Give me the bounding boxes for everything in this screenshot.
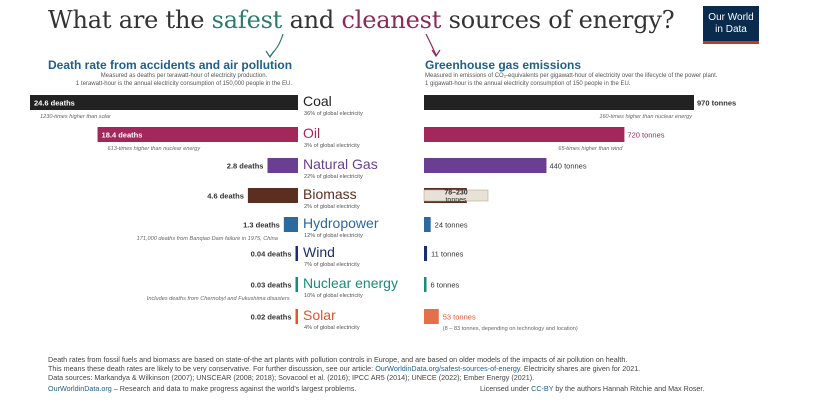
footer-notes: Death rates from fossil fuels and biomas… [48,355,640,382]
footer-line2a: This means these death rates are likely … [48,364,376,373]
death-rate-subtitle: Measured as deaths per terawatt-hour of … [54,73,314,88]
page-title: What are the safest and cleanest sources… [48,6,698,34]
death-bar-wind [295,246,298,261]
emission-bar-natural-gas [424,158,547,173]
death-bar-natural-gas [267,158,298,173]
category-label-nuclear-energy: Nuclear energy [303,275,398,291]
owid-logo[interactable]: Our World in Data [703,6,759,44]
category-share-hydropower: 12% of global electricity [304,233,363,239]
footer-line1: Death rates from fossil fuels and biomas… [48,355,628,364]
title-cleanest: cleanest [341,6,442,34]
site-link[interactable]: OurWorldinData.org [48,384,112,393]
emission-bar-coal [424,95,694,110]
death-label-biomass: 4.6 deaths [207,192,244,201]
license-prefix: Licensed under [480,384,532,393]
emission-label-coal: 970 tonnes [697,99,736,108]
title-part1: What are the [48,6,212,34]
death-rate-heading: Death rate from accidents and air pollut… [48,58,293,72]
emission-label-hydropower: 24 tonnes [435,221,468,230]
emissions-sub2: 1 gigawatt-hour is the annual electricit… [425,80,631,87]
death-label-wind: 0.04 deaths [251,250,292,259]
death-note-coal: 1230-times higher than solar [40,114,112,120]
title-part2: sources of energy? [441,6,675,34]
death-rate-sub2: 1 terawatt-hour is the annual electricit… [75,80,293,87]
logo-line1: Our World [708,12,754,23]
emission-bar-oil [424,127,625,142]
category-share-nuclear-energy: 10% of global electricity [304,293,363,299]
death-note-hydropower: 171,000 deaths from Banqiao Dam failure … [137,236,278,242]
footer-mission: – Research and data to make progress aga… [111,384,357,393]
category-share-coal: 36% of global electricity [304,111,363,117]
death-rate-sub1: Measured as deaths per terawatt-hour of … [100,73,268,79]
emission-label-oil: 720 tonnes [627,131,664,140]
category-label-hydropower: Hydropower [303,215,379,231]
death-label-oil: 18.4 deaths [102,131,143,140]
emission-bar-nuclear-energy [424,277,427,292]
emission-label-natural-gas: 440 tonnes [549,162,586,171]
category-label-natural-gas: Natural Gas [303,156,378,172]
emission-label-biomass-unit: tonnes [445,197,467,204]
emissions-sub1: Measured in emissions of CO₂-equivalents… [425,73,718,79]
title-safest: safest [211,6,283,34]
arrow-safest-head-icon [265,50,275,59]
emissions-heading: Greenhouse gas emissions [425,58,582,72]
emissions-subtitle: Measured in emissions of CO₂-equivalents… [425,73,785,88]
category-label-wind: Wind [303,244,335,260]
death-label-hydropower: 1.3 deaths [243,221,280,230]
death-bar-oil [97,127,299,142]
death-label-natural-gas: 2.8 deaths [227,162,264,171]
death-bar-coal [30,95,298,110]
emission-bar-hydropower [424,217,431,232]
emission-label-solar: 53 tonnes [443,313,476,322]
death-label-solar: 0.02 deaths [251,313,292,322]
emission-note-solar: (8 – 83 tonnes, depending on technology … [443,326,578,332]
death-label-coal: 24.6 deaths [34,99,75,108]
emission-note-coal: 160-times higher than nuclear energy [599,114,693,120]
emission-note-oil: 65-times higher than wind [558,146,623,152]
category-share-biomass: 2% of global electricity [304,204,360,210]
title-and: and [282,6,342,34]
death-bar-hydropower [283,217,298,232]
arrow-cleanest-icon [425,33,437,56]
death-bar-biomass [247,188,298,203]
emission-label-wind: 11 tonnes [431,250,464,259]
category-share-wind: 7% of global electricity [304,262,360,268]
emission-bar-wind [424,246,428,261]
category-label-oil: Oil [303,125,320,141]
footer-line2b: . Electricity shares are given for 2021. [519,364,641,373]
article-link[interactable]: OurWorldinData.org/safest-sources-of-ene… [375,364,520,373]
emission-range-biomass [423,189,489,202]
emission-label-biomass-range: 78–230 [444,190,467,197]
license-link[interactable]: CC-BY [531,384,554,393]
category-share-solar: 4% of global electricity [304,325,360,331]
death-note-nuclear-energy: Includes deaths from Chernobyl and Fukus… [147,296,290,302]
arrow-cleanest-head-icon [431,49,441,58]
category-share-natural-gas: 22% of global electricity [304,174,363,180]
footer-line2: This means these death rates are likely … [48,364,640,373]
death-label-nuclear-energy: 0.03 deaths [251,281,292,290]
emission-bar-solar [424,309,439,324]
license-suffix: by the authors Hannah Ritchie and Max Ro… [553,384,705,393]
category-label-biomass: Biomass [303,186,357,202]
death-note-oil: 613-times higher than nuclear energy [108,146,202,152]
category-label-coal: Coal [303,93,332,109]
death-bar-solar [295,309,298,324]
logo-line2: in Data [715,24,747,35]
category-label-solar: Solar [303,307,336,323]
emission-label-nuclear-energy: 6 tonnes [431,281,460,290]
footer-site: OurWorldinData.org – Research and data t… [48,384,356,393]
death-bar-nuclear-energy [295,277,298,292]
footer-line3: Data sources: Markandya & Wilkinson (200… [48,373,535,382]
arrow-safest-icon [269,33,284,57]
footer-license: Licensed under CC-BY by the authors Hann… [480,384,704,393]
category-share-oil: 3% of global electricity [304,143,360,149]
